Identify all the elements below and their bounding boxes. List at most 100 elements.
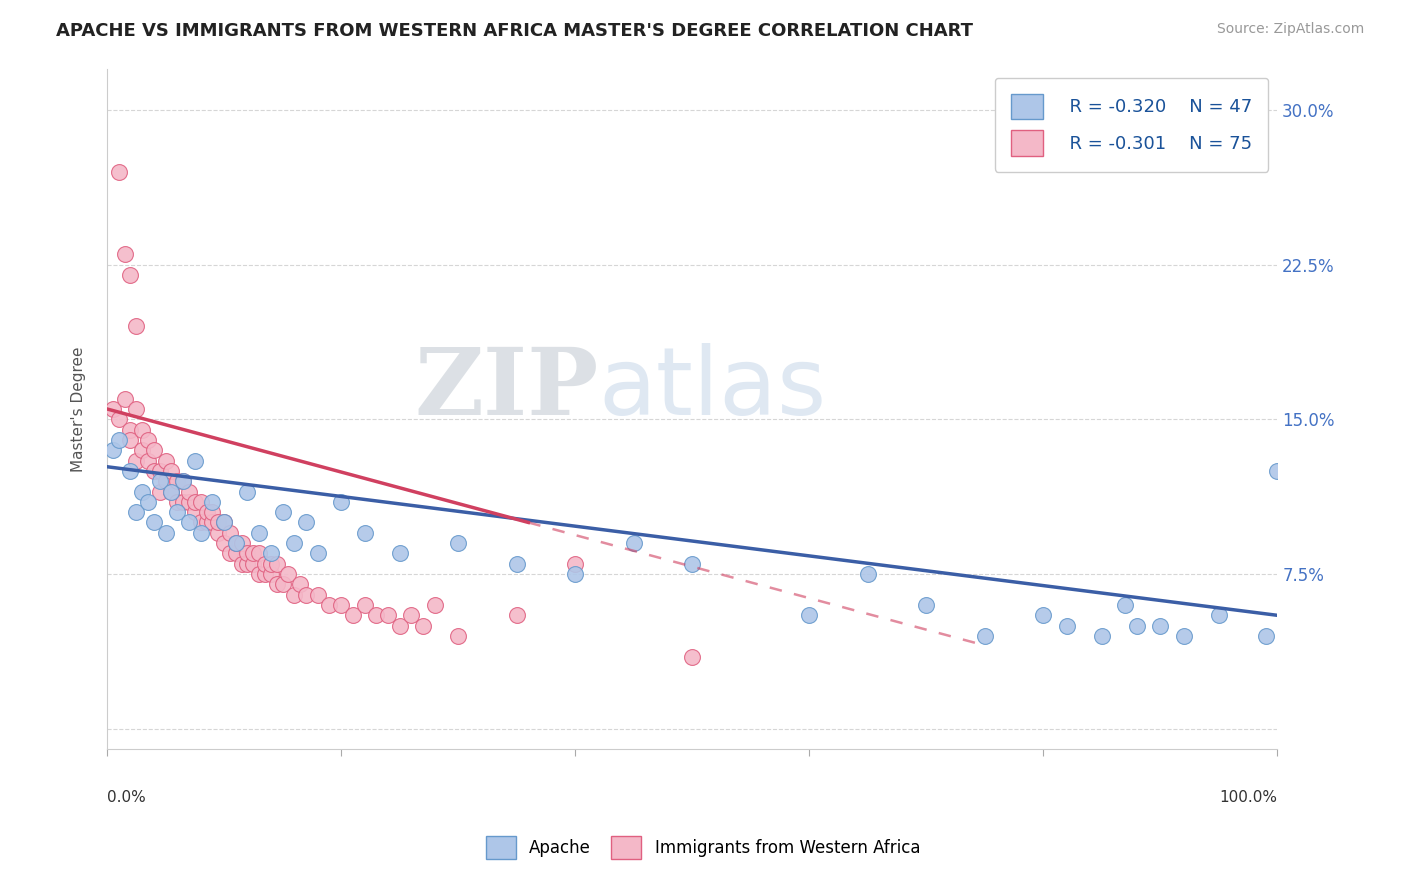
Point bbox=[254, 567, 277, 582]
Point bbox=[125, 453, 148, 467]
Point bbox=[377, 608, 399, 623]
Point bbox=[1056, 618, 1078, 632]
Point bbox=[295, 516, 318, 530]
Point bbox=[177, 495, 200, 509]
Point bbox=[177, 516, 200, 530]
Point bbox=[125, 319, 148, 334]
Point bbox=[142, 443, 165, 458]
Point bbox=[207, 525, 229, 540]
Text: 100.0%: 100.0% bbox=[1219, 790, 1277, 805]
Point bbox=[1173, 629, 1195, 643]
Point bbox=[225, 536, 247, 550]
Point bbox=[353, 598, 375, 612]
Point bbox=[201, 516, 224, 530]
Point bbox=[447, 629, 470, 643]
Point bbox=[131, 484, 153, 499]
Point bbox=[184, 453, 207, 467]
Point bbox=[212, 516, 235, 530]
Point bbox=[973, 629, 995, 643]
Point bbox=[120, 423, 142, 437]
Point bbox=[266, 577, 288, 591]
Point bbox=[1114, 598, 1136, 612]
Point bbox=[353, 525, 375, 540]
Point bbox=[283, 588, 305, 602]
Point bbox=[195, 516, 218, 530]
Y-axis label: Master's Degree: Master's Degree bbox=[72, 346, 86, 472]
Point bbox=[330, 598, 353, 612]
Point bbox=[388, 618, 411, 632]
Point bbox=[681, 557, 703, 571]
Point bbox=[236, 557, 259, 571]
Point bbox=[166, 474, 188, 488]
Point bbox=[856, 567, 879, 582]
Point bbox=[212, 536, 235, 550]
Point bbox=[201, 495, 224, 509]
Point bbox=[242, 557, 264, 571]
Point bbox=[260, 546, 283, 560]
Point bbox=[160, 484, 183, 499]
Point bbox=[271, 577, 294, 591]
Point bbox=[114, 392, 136, 406]
Point bbox=[107, 412, 129, 426]
Point bbox=[125, 505, 148, 519]
Point bbox=[201, 505, 224, 519]
Point bbox=[136, 453, 159, 467]
Point bbox=[1265, 464, 1288, 478]
Point bbox=[342, 608, 364, 623]
Point bbox=[564, 567, 586, 582]
Point bbox=[266, 557, 288, 571]
Point bbox=[1254, 629, 1277, 643]
Point bbox=[131, 423, 153, 437]
Point bbox=[412, 618, 434, 632]
Point bbox=[155, 453, 177, 467]
Point bbox=[195, 505, 218, 519]
Point bbox=[307, 588, 329, 602]
Point bbox=[172, 474, 194, 488]
Point bbox=[114, 247, 136, 261]
Point bbox=[166, 495, 188, 509]
Text: atlas: atlas bbox=[599, 343, 827, 434]
Point bbox=[184, 495, 207, 509]
Point bbox=[172, 474, 194, 488]
Text: 0.0%: 0.0% bbox=[107, 790, 146, 805]
Point bbox=[136, 495, 159, 509]
Point bbox=[172, 495, 194, 509]
Legend: Apache, Immigrants from Western Africa: Apache, Immigrants from Western Africa bbox=[479, 829, 927, 866]
Legend:   R = -0.320    N = 47,   R = -0.301    N = 75: R = -0.320 N = 47, R = -0.301 N = 75 bbox=[994, 78, 1268, 172]
Text: ZIP: ZIP bbox=[415, 343, 599, 434]
Point bbox=[330, 495, 353, 509]
Point bbox=[307, 546, 329, 560]
Point bbox=[120, 433, 142, 447]
Point bbox=[219, 525, 242, 540]
Point bbox=[120, 268, 142, 282]
Point bbox=[166, 505, 188, 519]
Point bbox=[101, 443, 124, 458]
Point bbox=[505, 557, 527, 571]
Point bbox=[260, 567, 283, 582]
Point bbox=[505, 608, 527, 623]
Point bbox=[1149, 618, 1171, 632]
Point bbox=[623, 536, 645, 550]
Point bbox=[231, 536, 253, 550]
Point bbox=[155, 474, 177, 488]
Point bbox=[401, 608, 423, 623]
Point bbox=[283, 536, 305, 550]
Point bbox=[242, 546, 264, 560]
Point bbox=[190, 525, 212, 540]
Point bbox=[295, 588, 318, 602]
Point bbox=[277, 567, 299, 582]
Point bbox=[184, 505, 207, 519]
Point bbox=[271, 505, 294, 519]
Point bbox=[447, 536, 470, 550]
Point bbox=[260, 557, 283, 571]
Point bbox=[236, 484, 259, 499]
Point bbox=[236, 546, 259, 560]
Point bbox=[177, 484, 200, 499]
Point bbox=[1126, 618, 1149, 632]
Point bbox=[131, 443, 153, 458]
Point bbox=[212, 516, 235, 530]
Point bbox=[207, 516, 229, 530]
Text: APACHE VS IMMIGRANTS FROM WESTERN AFRICA MASTER'S DEGREE CORRELATION CHART: APACHE VS IMMIGRANTS FROM WESTERN AFRICA… bbox=[56, 22, 973, 40]
Point bbox=[1032, 608, 1054, 623]
Point bbox=[564, 557, 586, 571]
